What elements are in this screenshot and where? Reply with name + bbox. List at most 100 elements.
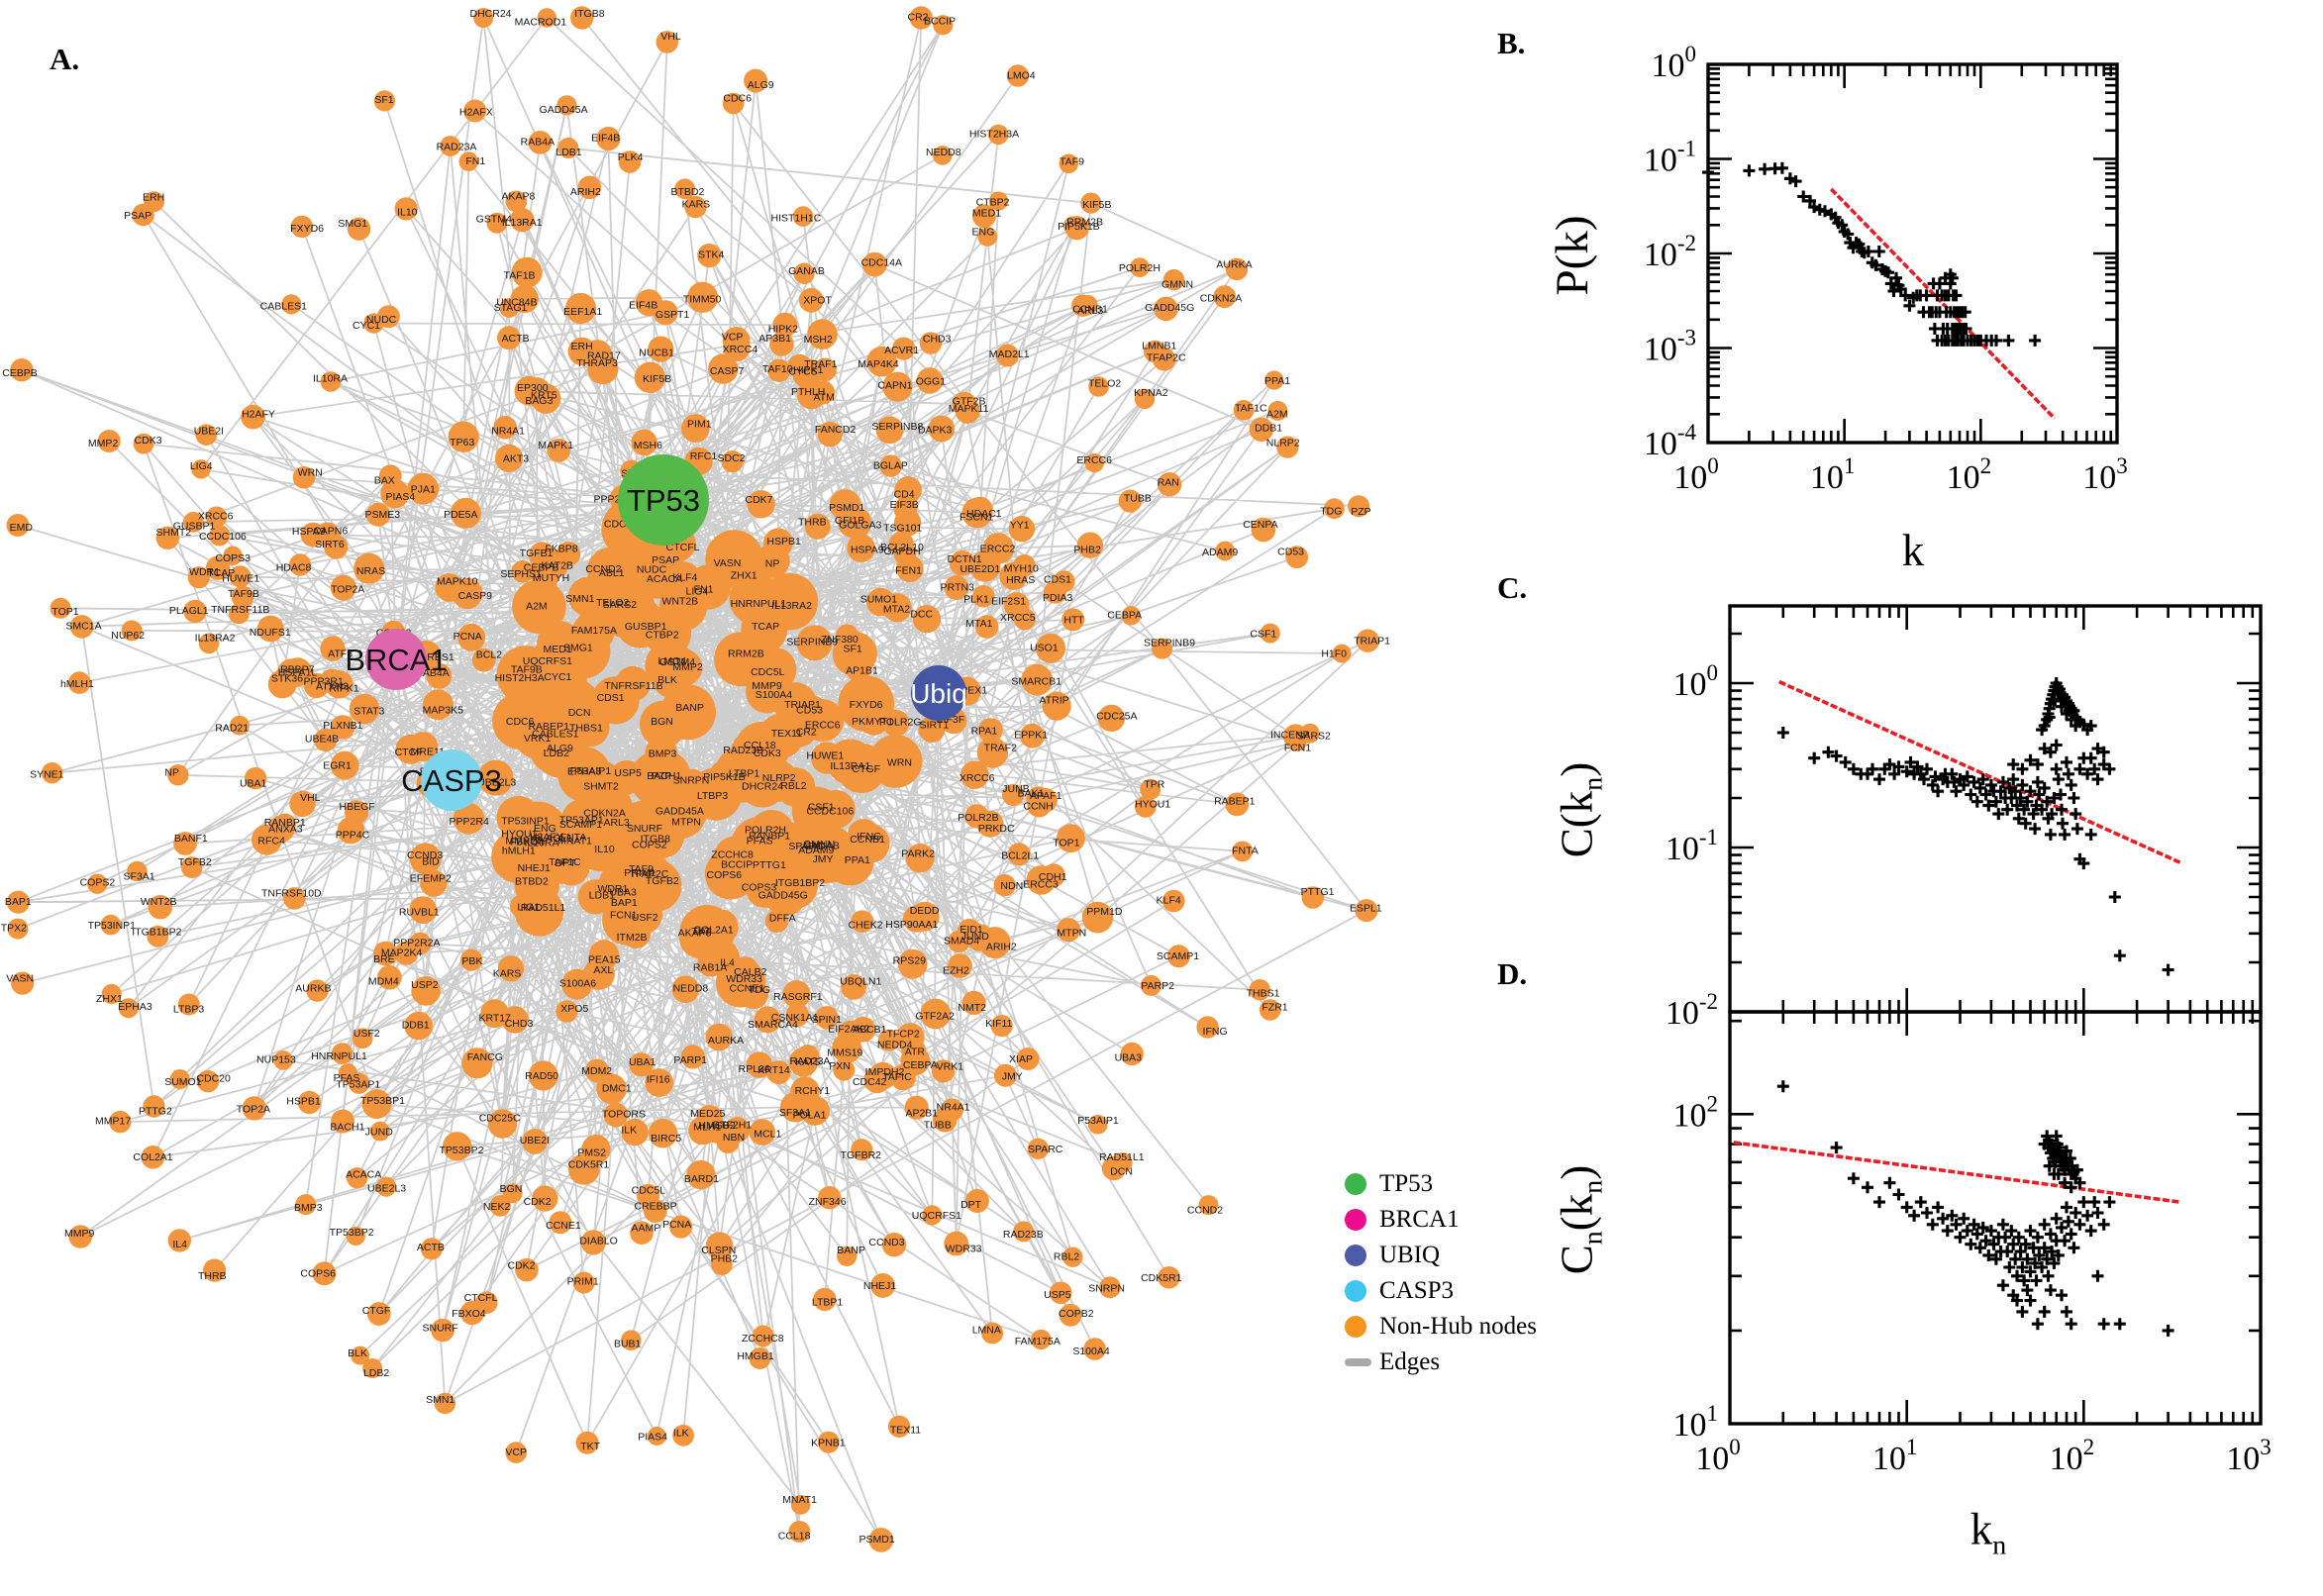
svg-text:ARL3: ARL3 <box>1077 305 1103 317</box>
svg-text:USP2: USP2 <box>411 979 439 991</box>
svg-text:SHMT2: SHMT2 <box>156 527 192 539</box>
svg-text:MED1: MED1 <box>544 644 572 655</box>
svg-text:STK36: STK36 <box>271 672 303 684</box>
svg-text:AP1B1: AP1B1 <box>846 664 878 676</box>
svg-text:NDUFS1: NDUFS1 <box>250 627 291 639</box>
svg-text:ARIH2: ARIH2 <box>570 186 601 198</box>
svg-text:DIABLO: DIABLO <box>579 1236 618 1247</box>
svg-text:KARS: KARS <box>682 199 711 211</box>
svg-text:FZR1: FZR1 <box>1262 1001 1287 1013</box>
svg-text:AKT3: AKT3 <box>503 453 529 465</box>
svg-text:COPS6: COPS6 <box>706 869 742 881</box>
hub-brca1-label: BRCA1 <box>345 643 447 677</box>
svg-text:PBK: PBK <box>461 955 482 967</box>
svg-text:EP300: EP300 <box>517 382 549 394</box>
svg-text:RASGRF1: RASGRF1 <box>773 991 823 1003</box>
svg-text:PIAS4: PIAS4 <box>638 1432 667 1444</box>
svg-text:HYOU1: HYOU1 <box>1135 799 1170 811</box>
svg-text:BGN: BGN <box>500 1183 523 1195</box>
svg-text:HUWE1: HUWE1 <box>222 572 259 584</box>
svg-text:FNTA: FNTA <box>560 832 587 844</box>
svg-text:PHB2: PHB2 <box>711 1253 739 1265</box>
svg-text:FANCG: FANCG <box>467 1051 503 1063</box>
svg-text:MNAT1: MNAT1 <box>782 1494 817 1506</box>
panel-d-points <box>1776 1080 2174 1337</box>
svg-text:TRIAP1: TRIAP1 <box>784 699 821 711</box>
hub-ubiq <box>911 665 966 721</box>
svg-text:VRK1: VRK1 <box>524 733 552 745</box>
svg-text:XPO5: XPO5 <box>560 1003 588 1015</box>
svg-text:PTHLH: PTHLH <box>791 386 825 398</box>
svg-text:TOP1: TOP1 <box>51 606 78 618</box>
svg-text:GFI1B: GFI1B <box>835 515 864 527</box>
svg-text:GADD45A: GADD45A <box>656 806 704 818</box>
svg-text:KRT14: KRT14 <box>758 1064 790 1076</box>
svg-text:EGR1: EGR1 <box>323 760 352 772</box>
svg-text:DCN: DCN <box>1110 1165 1133 1177</box>
svg-text:UBQLN1: UBQLN1 <box>840 976 881 988</box>
svg-text:XIAP: XIAP <box>1009 1053 1033 1065</box>
svg-text:SARS2: SARS2 <box>1296 731 1331 743</box>
svg-text:CASP7: CASP7 <box>710 365 745 377</box>
svg-text:FNTA: FNTA <box>1232 846 1259 857</box>
svg-text:CEBPB: CEBPB <box>2 367 38 379</box>
svg-text:PPP4C: PPP4C <box>336 829 370 841</box>
svg-text:BACH1: BACH1 <box>330 1121 364 1133</box>
svg-text:EIF3B: EIF3B <box>890 499 919 511</box>
svg-text:RIPK1: RIPK1 <box>329 682 359 694</box>
legend-color-swatch <box>1345 1245 1366 1266</box>
panel-c-label: C. <box>1497 570 1528 605</box>
svg-text:TAF9: TAF9 <box>1060 155 1084 167</box>
svg-text:TRAF2: TRAF2 <box>984 743 1017 754</box>
svg-text:SMG1: SMG1 <box>338 218 367 230</box>
svg-text:RFC4: RFC4 <box>257 835 285 847</box>
svg-text:COPS2: COPS2 <box>80 877 116 889</box>
svg-text:JUND: JUND <box>365 1127 393 1139</box>
svg-text:CDS1: CDS1 <box>597 692 625 704</box>
svg-text:RAD21: RAD21 <box>215 723 249 735</box>
svg-text:SIRT6: SIRT6 <box>315 539 345 550</box>
svg-text:TFCP2: TFCP2 <box>887 1029 920 1041</box>
svg-text:COPB2: COPB2 <box>1059 1308 1094 1320</box>
svg-text:ITGB8: ITGB8 <box>641 834 671 846</box>
svg-text:BGLAP: BGLAP <box>873 460 908 472</box>
svg-text:PSMD1: PSMD1 <box>859 1534 895 1546</box>
svg-text:PARP2: PARP2 <box>1141 980 1174 992</box>
svg-text:XRCC4: XRCC4 <box>723 344 758 355</box>
svg-text:PCNA: PCNA <box>454 631 482 643</box>
svg-text:POLR2H: POLR2H <box>745 825 786 837</box>
svg-text:AAMP: AAMP <box>632 1223 661 1235</box>
legend-item-label: UBIQ <box>1379 1242 1441 1268</box>
svg-text:IFNG: IFNG <box>857 831 881 843</box>
svg-text:ACVR1: ACVR1 <box>884 345 919 356</box>
svg-text:DEDD: DEDD <box>910 905 940 917</box>
svg-text:CDC5L: CDC5L <box>632 1184 666 1196</box>
svg-text:TCAP: TCAP <box>752 621 779 633</box>
svg-text:MTPN: MTPN <box>671 817 701 829</box>
svg-text:DCN: DCN <box>568 707 591 719</box>
svg-text:CEBPA: CEBPA <box>903 1059 938 1071</box>
svg-text:TGFB2: TGFB2 <box>178 856 212 868</box>
svg-text:CDC25A: CDC25A <box>1096 711 1137 723</box>
svg-text:UBA1: UBA1 <box>240 778 267 790</box>
network-nodes <box>6 6 1380 1552</box>
svg-text:IL13RA2: IL13RA2 <box>195 633 236 645</box>
svg-text:PLAGL1: PLAGL1 <box>169 605 209 617</box>
svg-text:TOP1: TOP1 <box>1053 838 1079 849</box>
panel-d-ylabel: Cn(kn) <box>1552 1164 1609 1275</box>
svg-text:TGFB1: TGFB1 <box>520 548 554 559</box>
svg-text:MSH2: MSH2 <box>804 334 833 346</box>
svg-text:FXYD6: FXYD6 <box>850 699 883 711</box>
svg-text:CDK2: CDK2 <box>524 1196 552 1208</box>
svg-text:AP3B1: AP3B1 <box>758 333 791 345</box>
panel-c-points <box>1776 677 2174 976</box>
svg-text:TP53INP1: TP53INP1 <box>88 920 137 932</box>
svg-text:CDC25C: CDC25C <box>479 1113 521 1125</box>
svg-text:CYC1: CYC1 <box>544 671 571 683</box>
svg-text:GUSBP1: GUSBP1 <box>173 521 216 533</box>
svg-text:XRCC5: XRCC5 <box>1000 612 1036 624</box>
svg-text:UBA1: UBA1 <box>629 1056 656 1068</box>
svg-text:FN1: FN1 <box>694 584 714 596</box>
svg-text:PRIM1: PRIM1 <box>624 867 656 879</box>
